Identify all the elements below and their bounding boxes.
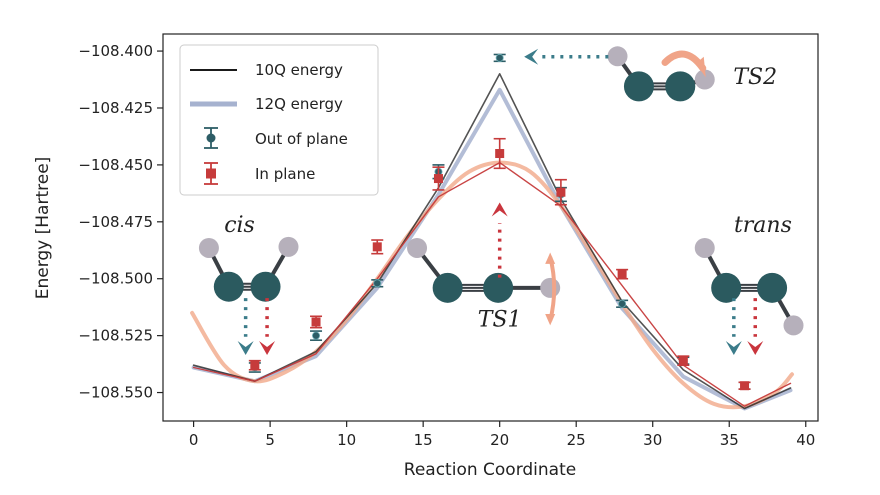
carbon-atom: [757, 272, 788, 303]
series-markers: [248, 53, 751, 391]
legend-label-10q: 10Q energy: [255, 61, 343, 79]
trans-red-arrowhead: [747, 340, 764, 355]
y-tick-label: −108.425: [78, 99, 153, 117]
legend-label-out-of-plane: Out of plane: [255, 130, 348, 148]
hydrogen-atom: [407, 237, 428, 258]
out-of-plane-point: [310, 330, 323, 341]
in-plane-point: [616, 268, 629, 280]
annotation-ts2: TS2: [733, 65, 777, 90]
in-plane-point: [738, 381, 751, 391]
in-plane-point: [432, 166, 445, 191]
out-of-plane-point: [616, 299, 629, 308]
in-plane-point: [310, 315, 323, 329]
hydrogen-atom: [694, 237, 715, 258]
x-tick-label: 35: [720, 431, 739, 449]
ts2-rotation-arrow: [661, 50, 707, 72]
annotation-ts1: TS1: [478, 308, 522, 333]
in-plane-point: [554, 178, 567, 206]
x-tick-label: 25: [567, 431, 586, 449]
molecule-ts2: [607, 46, 715, 102]
carbon-atom: [432, 272, 463, 303]
hydrogen-atom: [694, 69, 715, 90]
y-tick-label: −108.500: [78, 270, 153, 288]
y-tick-label: −108.550: [78, 384, 153, 402]
out-of-plane-point: [493, 53, 506, 63]
carbon-atom: [213, 271, 244, 302]
carbon-atom: [711, 272, 742, 303]
hydrogen-atom: [198, 237, 219, 258]
in-plane-point: [677, 355, 690, 367]
y-tick-label: −108.525: [78, 327, 153, 345]
ts1-arrowhead: [491, 202, 508, 217]
cis-teal-arrowhead: [237, 340, 254, 355]
annotation-labels: cis trans TS1 TS2: [224, 65, 792, 332]
10q-energy-curve: [192, 73, 792, 410]
legend-label-in-plane: In plane: [255, 165, 315, 183]
ts1-vibration-arrowhead-bottom: [545, 314, 556, 326]
carbon-atom: [623, 71, 654, 102]
y-axis-label: Energy [Hartree]: [33, 157, 53, 300]
ts2-rotation-arrowhead: [695, 56, 706, 78]
ts1-vibration-arrowhead-top: [545, 252, 556, 264]
cis-red-arrowhead: [259, 340, 276, 355]
molecule-cis: [198, 236, 299, 302]
hydrogen-atom: [540, 277, 561, 298]
carbon-atom: [665, 71, 696, 102]
out-of-plane-point: [371, 279, 384, 288]
y-axis: −108.400 −108.425 −108.450 −108.475 −108.500…: [78, 42, 163, 402]
x-tick-label: 30: [643, 431, 662, 449]
plot-frame: [162, 33, 819, 422]
annotation-cis: cis: [224, 213, 255, 238]
x-tick-label: 5: [265, 431, 275, 449]
x-axis: 0 5 10 15 20 25 30 35 40: [189, 421, 815, 449]
x-tick-label: 15: [414, 431, 433, 449]
molecule-trans: [694, 237, 804, 336]
in-plane-point: [493, 137, 506, 170]
legend-label-12q: 12Q energy: [255, 95, 343, 113]
series-curves: [190, 73, 794, 411]
x-tick-label: 40: [796, 431, 815, 449]
legend-swatch-in-plane: [204, 162, 218, 185]
molecule-drawings: [198, 46, 804, 336]
carbon-atom: [483, 272, 514, 303]
x-tick-label: 0: [189, 431, 199, 449]
molecule-ts1: [407, 237, 561, 303]
annotation-trans: trans: [734, 213, 792, 238]
in-plane-point: [371, 239, 384, 255]
x-tick-label: 10: [337, 431, 356, 449]
hydrogen-atom: [607, 46, 628, 67]
hydrogen-atom: [278, 236, 299, 257]
trans-teal-arrowhead: [725, 340, 742, 355]
x-tick-label: 20: [490, 431, 509, 449]
annotation-arrows: [237, 48, 764, 355]
y-tick-label: −108.475: [78, 213, 153, 231]
legend: 10Q energy 12Q energy Out of plane In pl…: [179, 44, 379, 196]
x-axis-label: Reaction Coordinate: [404, 460, 576, 480]
legend-box: [179, 44, 379, 196]
y-tick-label: −108.450: [78, 156, 153, 174]
y-tick-label: −108.400: [78, 42, 153, 60]
carbon-atom: [250, 271, 281, 302]
legend-swatch-out-of-plane: [204, 127, 218, 149]
ts2-arrowhead: [524, 48, 539, 65]
in-plane-point: [248, 359, 261, 371]
hydrogen-atom: [783, 315, 804, 336]
